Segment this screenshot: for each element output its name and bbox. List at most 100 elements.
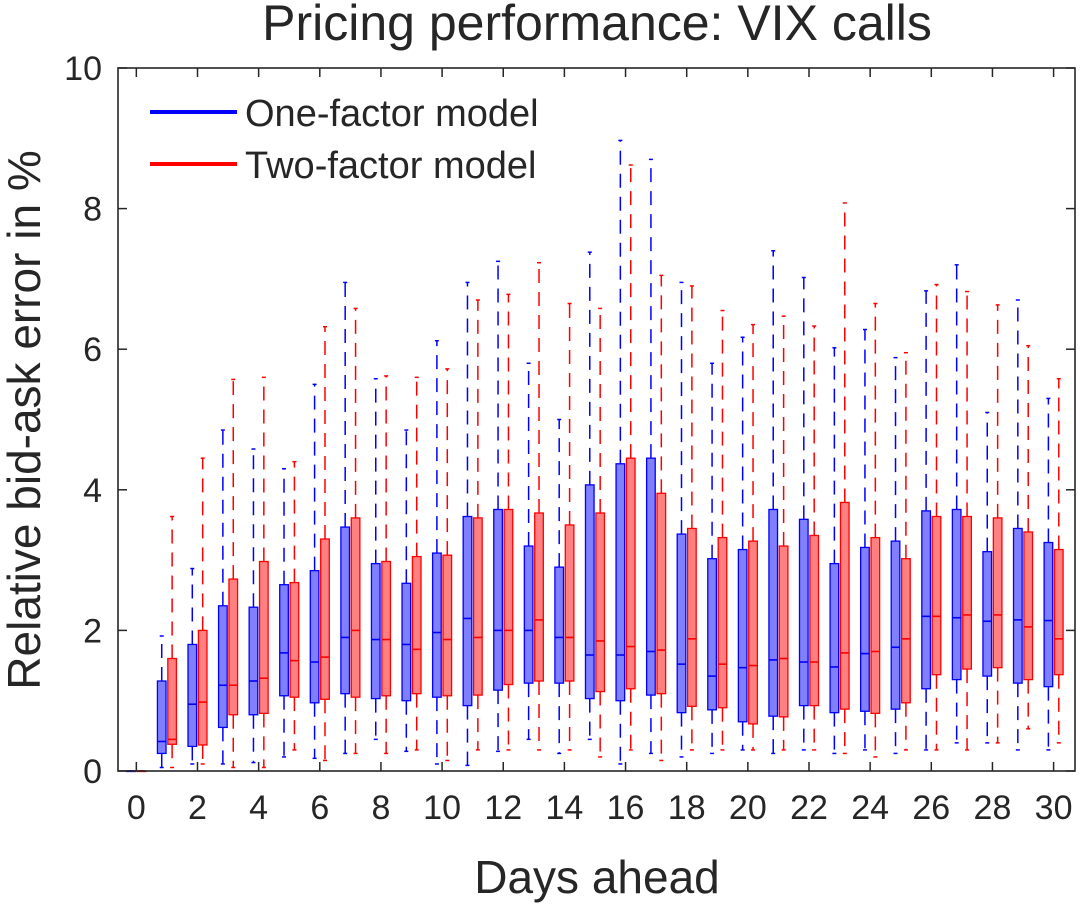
- iqr-box: [1053, 548, 1064, 676]
- y-tick-label: 2: [83, 612, 102, 650]
- box-two-factor-day-25: [900, 351, 911, 751]
- box-one-factor-day-15: [584, 251, 595, 741]
- iqr-box: [462, 515, 473, 707]
- box-two-factor-day-1: [167, 515, 178, 769]
- box-two-factor-day-29: [1023, 344, 1034, 730]
- box-plot-marks: [126, 139, 1064, 773]
- iqr-box: [992, 517, 1003, 669]
- iqr-box: [564, 524, 575, 682]
- box-one-factor-day-17: [645, 158, 656, 755]
- box-two-factor-day-6: [320, 325, 330, 762]
- iqr-box: [707, 558, 718, 711]
- x-tick-label: 18: [668, 789, 706, 827]
- box-two-factor-day-11: [472, 299, 483, 751]
- box-one-factor-day-22: [798, 276, 809, 751]
- iqr-box: [921, 510, 932, 690]
- x-tick-label: 22: [790, 789, 828, 827]
- box-one-factor-day-4: [248, 448, 259, 764]
- iqr-box: [717, 536, 728, 709]
- box-one-factor-day-8: [370, 377, 381, 741]
- iqr-box: [197, 629, 208, 746]
- iqr-box: [156, 680, 167, 755]
- box-one-factor-day-23: [829, 347, 840, 755]
- box-two-factor-day-2: [197, 457, 208, 765]
- iqr-box: [320, 538, 330, 700]
- iqr-box: [534, 512, 544, 682]
- iqr-box: [167, 657, 178, 745]
- legend-label-two-factor: Two-factor model: [245, 145, 536, 187]
- box-one-factor-day-28: [982, 411, 993, 744]
- iqr-box: [656, 492, 667, 695]
- x-tick-label: 26: [912, 789, 950, 827]
- iqr-box: [676, 533, 687, 714]
- box-one-factor-day-13: [523, 362, 534, 741]
- box-two-factor-day-4: [258, 376, 269, 769]
- iqr-box: [931, 515, 942, 676]
- iqr-box: [778, 545, 789, 718]
- x-axis: 0 2 4 6 8 10 12 14 16 18 20 22 24 26 28 30: [127, 68, 1073, 827]
- box-two-factor-day-27: [962, 290, 973, 751]
- iqr-box: [431, 552, 442, 698]
- y-axis-label: Relative bid-ask error in %: [0, 150, 50, 689]
- iqr-box: [951, 508, 962, 681]
- box-two-factor-day-10: [442, 368, 453, 762]
- iqr-box: [309, 569, 320, 704]
- x-tick-label: 0: [127, 789, 146, 827]
- iqr-box: [768, 508, 779, 717]
- box-two-factor-day-20: [748, 323, 758, 751]
- box-one-factor-day-6: [309, 383, 320, 760]
- box-one-factor-day-3: [217, 429, 228, 765]
- y-axis: 0 2 4 6 8 10: [64, 50, 1075, 791]
- box-two-factor-day-7: [350, 307, 361, 755]
- iqr-box: [340, 526, 351, 695]
- box-one-factor-day-19: [707, 362, 718, 755]
- x-tick-label: 12: [484, 789, 522, 827]
- box-one-factor-day-20: [737, 336, 748, 751]
- iqr-box: [839, 501, 850, 710]
- iqr-box: [748, 540, 758, 725]
- iqr-box: [258, 560, 269, 715]
- iqr-box: [737, 548, 748, 723]
- box-one-factor-day-1: [156, 635, 167, 769]
- x-tick-label: 28: [974, 789, 1012, 827]
- legend: One-factor model Two-factor model: [150, 93, 539, 187]
- iqr-box: [217, 605, 228, 729]
- box-one-factor-day-2: [187, 567, 198, 765]
- iqr-box: [523, 545, 534, 684]
- box-two-factor-day-12: [503, 293, 514, 751]
- box-two-factor-day-13: [534, 261, 544, 751]
- box-two-factor-day-22: [809, 325, 820, 751]
- x-tick-label: 20: [729, 789, 767, 827]
- box-two-factor-day-15: [595, 307, 606, 758]
- box-two-factor-day-18: [686, 285, 697, 751]
- box-one-factor-day-5: [279, 467, 289, 758]
- iqr-box: [829, 562, 840, 714]
- box-one-factor-day-30: [1043, 397, 1054, 751]
- box-one-factor-day-26: [921, 290, 932, 751]
- iqr-box: [289, 581, 300, 698]
- iqr-box: [493, 508, 503, 691]
- iqr-box: [584, 484, 595, 700]
- box-one-factor-day-21: [768, 250, 779, 755]
- iqr-box: [554, 566, 565, 684]
- y-tick-label: 6: [83, 331, 102, 369]
- box-two-factor-day-26: [931, 283, 942, 751]
- iqr-box: [686, 527, 697, 707]
- x-axis-label: Days ahead: [474, 851, 720, 903]
- box-two-factor-day-28: [992, 304, 1003, 744]
- box-one-factor-day-11: [462, 281, 473, 767]
- iqr-box: [615, 463, 626, 702]
- iqr-box: [890, 540, 901, 710]
- iqr-box: [859, 546, 870, 712]
- iqr-box: [1023, 531, 1034, 681]
- box-two-factor-day-17: [656, 274, 667, 762]
- iqr-box: [625, 457, 636, 690]
- iqr-box: [962, 515, 973, 670]
- iqr-box: [645, 457, 656, 696]
- iqr-box: [809, 534, 820, 707]
- plot-frame: [117, 67, 1076, 772]
- legend-label-one-factor: One-factor model: [245, 93, 539, 135]
- y-tick-label: 8: [83, 191, 102, 229]
- x-tick-label: 4: [249, 789, 268, 827]
